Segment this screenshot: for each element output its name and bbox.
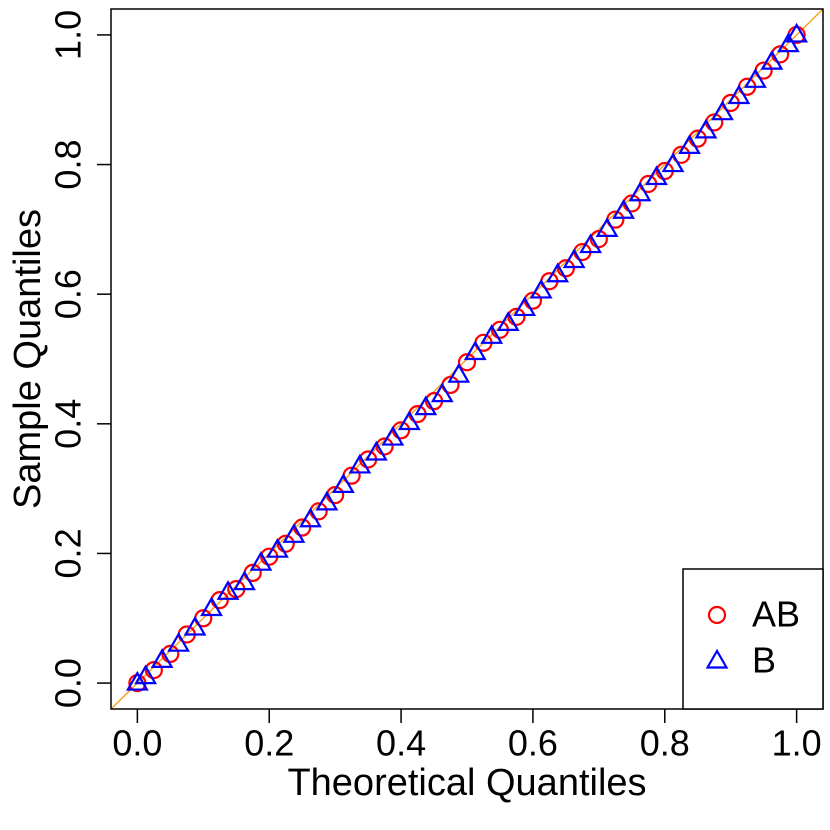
x-tick-label: 0.2 — [244, 723, 294, 764]
point — [315, 490, 339, 511]
point — [556, 259, 575, 278]
legend-label: B — [752, 640, 776, 681]
point — [249, 550, 273, 571]
y-axis-label: Sample Quantiles — [7, 209, 49, 509]
point — [161, 644, 180, 664]
point — [299, 507, 322, 528]
point — [612, 199, 635, 219]
point — [785, 22, 809, 43]
y-tick-label: 0.2 — [48, 528, 89, 578]
legend-box — [682, 568, 824, 710]
x-tick-label: 0.6 — [508, 723, 558, 764]
point — [430, 382, 454, 403]
y-tick-label: 1.0 — [48, 10, 89, 60]
point — [513, 296, 537, 317]
legend-marker — [705, 648, 729, 669]
x-axis-label: Theoretical Quantiles — [287, 762, 646, 804]
point — [276, 534, 295, 553]
point — [457, 353, 477, 372]
x-tick-label: 0.8 — [640, 723, 690, 764]
point — [447, 362, 471, 383]
point — [694, 118, 718, 139]
point — [645, 165, 668, 186]
point — [678, 134, 701, 155]
point — [463, 340, 487, 361]
y-tick-label: 0.0 — [48, 658, 89, 708]
point — [348, 453, 372, 474]
point — [711, 100, 734, 121]
point — [562, 248, 586, 269]
point — [150, 648, 174, 668]
point — [628, 181, 652, 202]
point — [200, 596, 223, 617]
point — [183, 615, 207, 636]
point — [496, 311, 520, 331]
point — [589, 229, 608, 249]
point — [216, 580, 240, 600]
x-tick-label: 0.0 — [112, 723, 162, 764]
legend-label: AB — [752, 594, 800, 635]
point — [546, 262, 570, 283]
y-tick-label: 0.6 — [48, 269, 89, 319]
point — [364, 440, 388, 461]
point — [529, 278, 553, 299]
point — [776, 32, 800, 53]
y-tick-label: 0.4 — [48, 399, 89, 449]
point — [134, 664, 158, 685]
point — [661, 152, 685, 173]
point — [727, 84, 751, 105]
point — [375, 437, 394, 456]
point — [233, 570, 256, 591]
x-tick-label: 0.4 — [376, 723, 426, 764]
point — [282, 523, 306, 543]
legend-marker — [707, 605, 727, 625]
point — [595, 217, 619, 237]
point — [507, 307, 526, 326]
x-tick-label: 1.0 — [772, 723, 822, 764]
point — [266, 537, 289, 558]
point — [125, 670, 149, 691]
point — [144, 661, 163, 680]
point — [760, 49, 784, 70]
point — [414, 395, 438, 416]
y-tick-label: 0.8 — [48, 140, 89, 190]
point — [167, 631, 190, 652]
point — [744, 68, 767, 88]
point — [397, 410, 421, 431]
plot-frame — [110, 8, 824, 710]
point — [480, 324, 504, 344]
point — [579, 233, 603, 254]
point — [381, 425, 405, 446]
point — [331, 473, 355, 493]
